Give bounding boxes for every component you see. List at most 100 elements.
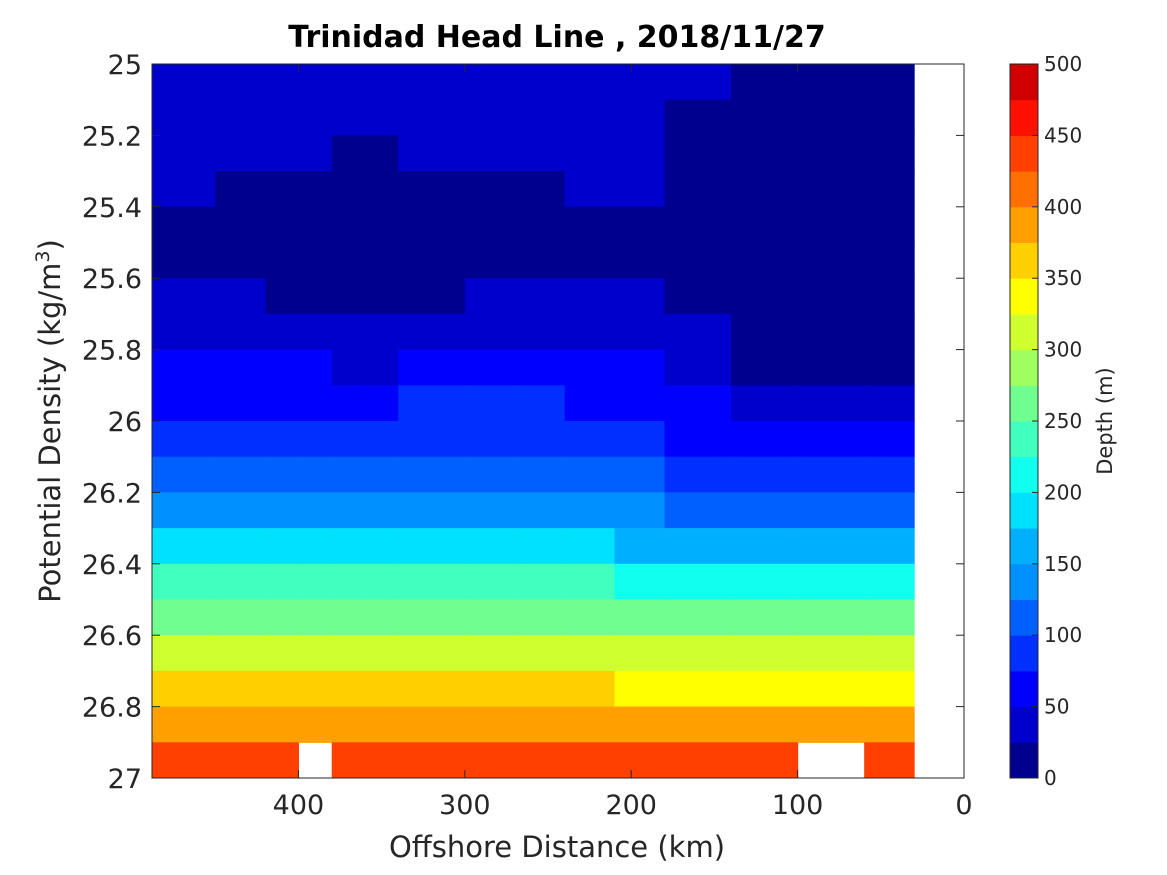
contour-cell [152, 64, 216, 101]
contour-cell [514, 635, 566, 672]
contour-cell [731, 635, 799, 672]
contour-cell [364, 599, 399, 636]
contour-cell [331, 385, 366, 422]
contour-cell [464, 135, 516, 172]
contour-cell [614, 206, 666, 244]
contour-cell [331, 742, 366, 778]
contour-cell [298, 421, 333, 458]
colorbar: 0 50 100 150 200 250 300 350 400 450 500 [1009, 52, 1082, 790]
colorbar-tick-label: 300 [1044, 338, 1082, 362]
contour-cell [464, 313, 516, 351]
contour-cell [398, 313, 466, 351]
contour-cell [514, 135, 566, 172]
contour-cell [797, 492, 865, 529]
contour-cell [464, 528, 516, 565]
contour-cell [864, 206, 915, 244]
x-tick-label: 300 [439, 790, 491, 821]
contour-cell [398, 599, 466, 636]
contour-cell [564, 313, 616, 351]
contour-cell [298, 456, 333, 493]
colorbar-tick-label: 0 [1044, 766, 1057, 790]
contour-cell [464, 456, 516, 493]
contour-cell [215, 385, 266, 422]
contour-cell [331, 635, 366, 672]
contour-cell [731, 99, 799, 136]
contour-cell [564, 706, 616, 743]
contour-cell [664, 64, 732, 101]
contour-cell [398, 99, 466, 136]
contour-cell [398, 135, 466, 172]
contour-cell [298, 99, 333, 136]
contour-cell [331, 206, 366, 244]
colorbar-swatch [1010, 242, 1038, 279]
contour-cell [331, 313, 366, 351]
contour-cell [731, 742, 799, 778]
colorbar-swatch [1010, 385, 1038, 422]
contour-cell [215, 64, 266, 101]
contour-cell [564, 742, 616, 778]
contour-cell [152, 421, 216, 458]
contour-cell [265, 528, 300, 565]
contour-cell [215, 635, 266, 672]
x-tick-label: 100 [772, 790, 824, 821]
contour-cell [864, 171, 915, 208]
contour-cell [864, 421, 915, 458]
contour-cell [514, 563, 566, 601]
contour-cell [664, 599, 732, 636]
contour-cell [398, 421, 466, 458]
colorbar-swatch [1010, 456, 1038, 493]
contour-cell [398, 206, 466, 244]
contour-cell [664, 706, 732, 743]
contour-cell [564, 421, 616, 458]
contour-cell [298, 206, 333, 244]
contour-cell [298, 171, 333, 208]
contour-cell [797, 171, 865, 208]
contour-cell [564, 135, 616, 172]
contour-cell [364, 742, 399, 778]
contour-cell [364, 242, 399, 279]
contour-cell [797, 528, 865, 565]
contour-cell [265, 64, 300, 101]
contour-cell [797, 599, 865, 636]
contour-cell [152, 528, 216, 565]
contour-cell [797, 135, 865, 172]
contour-cell [364, 563, 399, 601]
contour-cell [731, 421, 799, 458]
contour-cell [331, 135, 366, 172]
contour-cell [331, 456, 366, 493]
contour-cell [364, 135, 399, 172]
contour-cell [215, 99, 266, 136]
contour-cell [364, 99, 399, 136]
contour-cell [564, 599, 616, 636]
contour-cell [331, 599, 366, 636]
contour-cell [614, 599, 666, 636]
contour-cell [564, 492, 616, 529]
contour-cell [864, 99, 915, 136]
contour-cell [514, 242, 566, 279]
contour-cell [464, 99, 516, 136]
contour-cell [464, 206, 516, 244]
colorbar-tick-label: 200 [1044, 480, 1082, 504]
x-axis-label: Offshore Distance (km) [389, 830, 725, 864]
colorbar-swatch [1010, 135, 1038, 172]
colorbar-swatch [1010, 528, 1038, 565]
contour-cell [614, 670, 666, 708]
contour-cell [364, 349, 399, 386]
contour-cell [464, 278, 516, 315]
contour-cell [797, 635, 865, 672]
contour-cell [564, 456, 616, 493]
contour-cell [514, 492, 566, 529]
contour-cell [614, 742, 666, 778]
contour-cell [152, 635, 216, 672]
contour-cell [215, 599, 266, 636]
contour-cell [364, 456, 399, 493]
contour-cell [797, 706, 865, 743]
contour-cell [797, 64, 865, 101]
colorbar-tick-label: 100 [1044, 623, 1082, 647]
colorbar-tick-label: 50 [1044, 695, 1069, 719]
contour-cell [152, 563, 216, 601]
contour-cell [298, 599, 333, 636]
contour-cell [215, 706, 266, 743]
plot-area [152, 64, 915, 778]
y-tick-label: 25 [108, 50, 142, 81]
